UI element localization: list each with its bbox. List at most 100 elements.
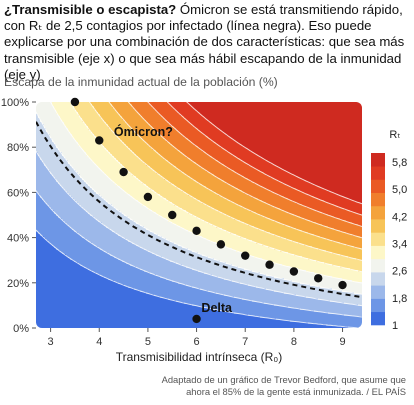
heatmap-cell — [222, 142, 225, 145]
heatmap-cell — [236, 144, 239, 147]
heatmap-cell — [66, 138, 69, 141]
heatmap-cell — [190, 156, 193, 159]
heatmap-cell — [246, 142, 249, 145]
heatmap-cell — [350, 140, 353, 143]
heatmap-cell — [238, 152, 241, 155]
heatmap-cell — [304, 144, 307, 147]
heatmap-cell — [172, 152, 175, 155]
heatmap-cell — [76, 114, 79, 117]
heatmap-cell — [226, 148, 229, 151]
heatmap-cell — [300, 126, 303, 129]
heatmap-cell — [56, 142, 59, 145]
heatmap-cell — [274, 144, 277, 147]
heatmap-cell — [270, 116, 273, 119]
heatmap-cell — [56, 104, 59, 107]
heatmap-cell — [122, 154, 125, 157]
heatmap-cell — [254, 156, 257, 159]
heatmap-cell — [54, 162, 57, 165]
heatmap-cell — [256, 110, 259, 113]
heatmap-cell — [184, 132, 187, 135]
heatmap-cell — [84, 144, 87, 147]
heatmap-cell — [280, 138, 283, 141]
heatmap-cell — [124, 112, 127, 115]
heatmap-cell — [98, 144, 101, 147]
heatmap-cell — [312, 150, 315, 153]
heatmap-cell — [154, 144, 157, 147]
heatmap-cell — [180, 124, 183, 127]
heatmap-cell — [70, 140, 73, 143]
heatmap-cell — [174, 134, 177, 137]
heatmap-cell — [78, 128, 81, 131]
heatmap-cell — [204, 120, 207, 123]
heatmap-cell — [100, 126, 103, 129]
heatmap-cell — [246, 120, 249, 123]
heatmap-cell — [192, 126, 195, 129]
heatmap-cell — [244, 114, 247, 117]
heatmap-cell — [314, 102, 317, 105]
heatmap-cell — [320, 148, 323, 151]
heatmap-cell — [354, 118, 357, 121]
heatmap-cell — [352, 140, 355, 143]
heatmap-cell — [164, 162, 167, 165]
heatmap-cell — [262, 146, 265, 149]
heatmap-cell — [120, 144, 123, 147]
heatmap-cell — [158, 134, 161, 137]
heatmap-cell — [184, 108, 187, 111]
heatmap-cell — [338, 114, 341, 117]
heatmap-cell — [174, 142, 177, 145]
heatmap-cell — [82, 152, 85, 155]
heatmap-cell — [262, 120, 265, 123]
heatmap-cell — [58, 140, 61, 143]
heatmap-cell — [80, 128, 83, 131]
heatmap-cell — [348, 120, 351, 123]
heatmap-cell — [262, 148, 265, 151]
heatmap-cell — [274, 118, 277, 121]
heatmap-cell — [56, 124, 59, 127]
heatmap-cell — [50, 148, 53, 151]
heatmap-cell — [170, 110, 173, 113]
heatmap-cell — [328, 116, 331, 119]
heatmap-cell — [314, 130, 317, 133]
heatmap-cell — [358, 148, 361, 151]
heatmap-cell — [256, 136, 259, 139]
heatmap-cell — [72, 120, 75, 123]
heatmap-cell — [326, 108, 329, 111]
heatmap-cell — [164, 114, 167, 117]
heatmap-cell — [228, 154, 231, 157]
heatmap-cell — [186, 130, 189, 133]
heatmap-cell — [272, 134, 275, 137]
heatmap-cell — [42, 120, 45, 123]
heatmap-cell — [170, 158, 173, 161]
heatmap-cell — [230, 122, 233, 125]
heatmap-cell — [118, 110, 121, 113]
heatmap-cell — [220, 150, 223, 153]
heatmap-cell — [48, 146, 51, 149]
heatmap-cell — [120, 130, 123, 133]
heatmap-cell — [92, 136, 95, 139]
heatmap-cell — [282, 124, 285, 127]
heatmap-cell — [144, 110, 147, 113]
heatmap-cell — [60, 158, 63, 161]
heatmap-cell — [338, 158, 341, 161]
heatmap-cell — [246, 132, 249, 135]
heatmap-cell — [176, 104, 179, 107]
heatmap-cell — [252, 124, 255, 127]
heatmap-cell — [360, 140, 362, 143]
heatmap-cell — [68, 138, 71, 141]
heatmap-cell — [310, 138, 313, 141]
heatmap-cell — [206, 146, 209, 149]
heatmap-cell — [298, 136, 301, 139]
heatmap-cell — [352, 126, 355, 129]
heatmap-cell — [116, 130, 119, 133]
heatmap-cell — [100, 154, 103, 157]
heatmap-cell — [308, 122, 311, 125]
heatmap-cell — [338, 144, 341, 147]
heatmap-cell — [356, 150, 359, 153]
heatmap-cell — [52, 136, 55, 139]
heatmap-cell — [170, 130, 173, 133]
heatmap-cell — [228, 108, 231, 111]
heatmap-cell — [128, 158, 131, 161]
heatmap-cell — [160, 156, 163, 159]
heatmap-cell — [320, 150, 323, 153]
heatmap-cell — [168, 162, 171, 165]
